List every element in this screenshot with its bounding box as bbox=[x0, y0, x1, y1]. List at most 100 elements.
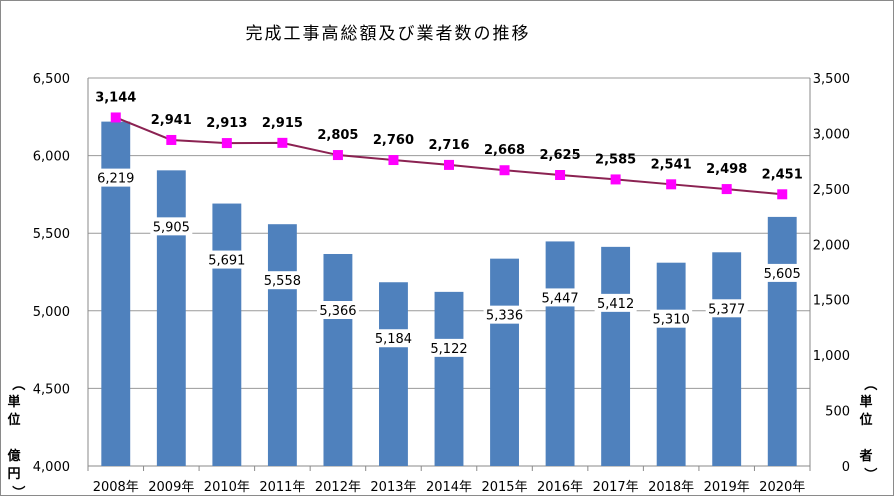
bar-series: 6,219 5,905 5,691 5,558 5,366 5,184 5,122 5,336… bbox=[94, 121, 804, 466]
bar-data-label: 5,336 bbox=[486, 309, 523, 324]
right-y-axis-ticks: 0 500 1,000 1,500 2,000 2,500 3,000 3,500 bbox=[813, 72, 850, 475]
x-tick-label: 2015年 bbox=[481, 480, 527, 495]
bar bbox=[379, 282, 408, 466]
x-tick-label: 2019年 bbox=[704, 480, 750, 495]
line-marker bbox=[499, 165, 510, 176]
left-tick-label: 4,500 bbox=[33, 382, 70, 397]
bar-data-label: 5,605 bbox=[764, 267, 801, 282]
right-tick-label: 2,500 bbox=[813, 183, 850, 198]
bar bbox=[267, 224, 297, 466]
right-tick-label: 500 bbox=[825, 405, 850, 420]
right-tick-label: 3,000 bbox=[813, 127, 850, 142]
left-axis-title-char: 位 bbox=[7, 412, 20, 428]
line-marker bbox=[777, 189, 788, 200]
x-tick-label: 2016年 bbox=[537, 480, 583, 495]
right-axis-title-char: 単 bbox=[859, 394, 872, 410]
line-series: 3,144 2,941 2,913 2,915 2,805 2,760 2,716 2,668… bbox=[95, 90, 803, 200]
line-data-label: 2,585 bbox=[595, 152, 636, 167]
x-tick-label: 2012年 bbox=[315, 480, 361, 495]
bar bbox=[712, 252, 742, 466]
line-marker bbox=[610, 174, 621, 185]
line-marker bbox=[444, 159, 454, 170]
line-marker bbox=[277, 137, 288, 148]
line-data-label: 2,451 bbox=[762, 167, 803, 182]
bar-data-label: 5,310 bbox=[653, 313, 690, 328]
bar bbox=[490, 258, 519, 466]
chart-title: 完成工事高総額及び業者数の推移 bbox=[246, 24, 531, 44]
bar-label-bg bbox=[650, 309, 693, 328]
bar-data-label: 5,122 bbox=[430, 342, 467, 357]
bar-label-bg bbox=[316, 300, 359, 319]
right-axis-title-char: 者 bbox=[858, 448, 872, 464]
bar-label-bg bbox=[539, 288, 582, 307]
left-axis-title-char: ） bbox=[10, 485, 26, 496]
bar-data-label: 5,447 bbox=[541, 291, 578, 306]
line-marker bbox=[110, 112, 121, 123]
bar-label-bg bbox=[261, 271, 304, 290]
bar bbox=[656, 262, 686, 466]
line-data-label: 2,716 bbox=[428, 138, 469, 153]
x-tick-label: 2020年 bbox=[759, 480, 805, 495]
left-y-axis-ticks: 4,000 4,500 5,000 5,500 6,000 6,500 bbox=[33, 72, 70, 475]
right-axis-title-char: ） bbox=[862, 467, 878, 480]
bar-data-label: 5,558 bbox=[264, 274, 301, 289]
right-tick-label: 1,000 bbox=[813, 349, 850, 364]
line-data-label: 3,144 bbox=[95, 90, 136, 105]
line-marker bbox=[388, 155, 399, 166]
right-tick-label: 0 bbox=[842, 460, 850, 475]
right-tick-label: 2,000 bbox=[813, 238, 850, 253]
x-tick-label: 2010年 bbox=[204, 480, 250, 495]
left-axis-title-char: 億 bbox=[7, 448, 20, 464]
line-data-label: 2,915 bbox=[262, 116, 303, 131]
left-tick-label: 5,500 bbox=[33, 227, 70, 242]
line-data-label: 2,941 bbox=[151, 113, 192, 128]
line-data-label: 2,805 bbox=[317, 128, 358, 143]
x-tick-label: 2009年 bbox=[148, 480, 194, 495]
line-data-label: 2,913 bbox=[206, 116, 247, 131]
bar-data-label: 5,366 bbox=[319, 304, 356, 319]
left-tick-label: 6,500 bbox=[33, 72, 70, 87]
bar bbox=[156, 170, 186, 466]
left-axis-title-char: （ bbox=[10, 377, 26, 390]
x-tick-label: 2014年 bbox=[426, 480, 472, 495]
line-marker bbox=[332, 150, 343, 161]
bar-label-bg bbox=[761, 263, 804, 282]
bar-data-label: 5,377 bbox=[708, 302, 745, 317]
bar bbox=[434, 291, 464, 466]
left-tick-label: 6,000 bbox=[33, 150, 70, 165]
x-tick-label: 2008年 bbox=[93, 480, 139, 495]
x-tick-label: 2017年 bbox=[593, 480, 639, 495]
x-tick-label: 2018年 bbox=[648, 480, 694, 495]
bar bbox=[323, 253, 353, 466]
line-data-label: 2,668 bbox=[484, 143, 525, 158]
line-data-label: 2,498 bbox=[706, 162, 747, 177]
bar bbox=[212, 203, 242, 466]
bar-data-label: 5,691 bbox=[208, 254, 245, 269]
right-axis-title-char: 位 bbox=[859, 412, 872, 428]
x-axis-ticks: 2008年 2009年 2010年 2011年 2012年 2013年 2014年 2015年… bbox=[93, 480, 806, 495]
left-tick-label: 5,000 bbox=[33, 305, 70, 320]
bar-label-bg bbox=[372, 329, 415, 348]
x-tick-label: 2013年 bbox=[370, 480, 416, 495]
bar-data-label: 5,905 bbox=[153, 220, 190, 235]
line-data-label: 2,541 bbox=[651, 157, 692, 172]
x-tick-label: 2011年 bbox=[259, 480, 305, 495]
bar-label-bg bbox=[428, 338, 470, 357]
bar-label-bg bbox=[94, 168, 137, 187]
line-marker bbox=[166, 134, 177, 145]
bar bbox=[601, 246, 631, 466]
bar-data-label: 6,219 bbox=[97, 172, 134, 187]
bar-label-bg bbox=[205, 250, 248, 269]
left-tick-label: 4,000 bbox=[33, 460, 70, 475]
right-tick-label: 1,500 bbox=[813, 294, 850, 309]
line-marker bbox=[555, 170, 566, 180]
bar-label-bg bbox=[594, 293, 637, 312]
bar-label-bg bbox=[483, 305, 526, 324]
line-marker bbox=[666, 179, 677, 190]
line-marker bbox=[721, 184, 732, 195]
bar-data-label: 5,412 bbox=[597, 297, 634, 312]
left-axis-title-char: 円 bbox=[7, 467, 20, 482]
